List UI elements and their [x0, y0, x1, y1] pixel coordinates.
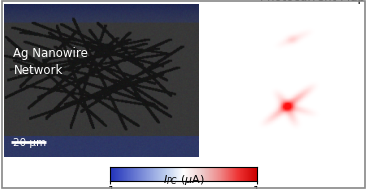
Text: $I_{PC}$ ($\mu$A): $I_{PC}$ ($\mu$A): [163, 173, 204, 187]
Text: Ag Nanowire
Network: Ag Nanowire Network: [14, 47, 88, 77]
Text: 20 μm: 20 μm: [14, 138, 47, 148]
Text: Photocurrent Map: Photocurrent Map: [260, 0, 365, 4]
